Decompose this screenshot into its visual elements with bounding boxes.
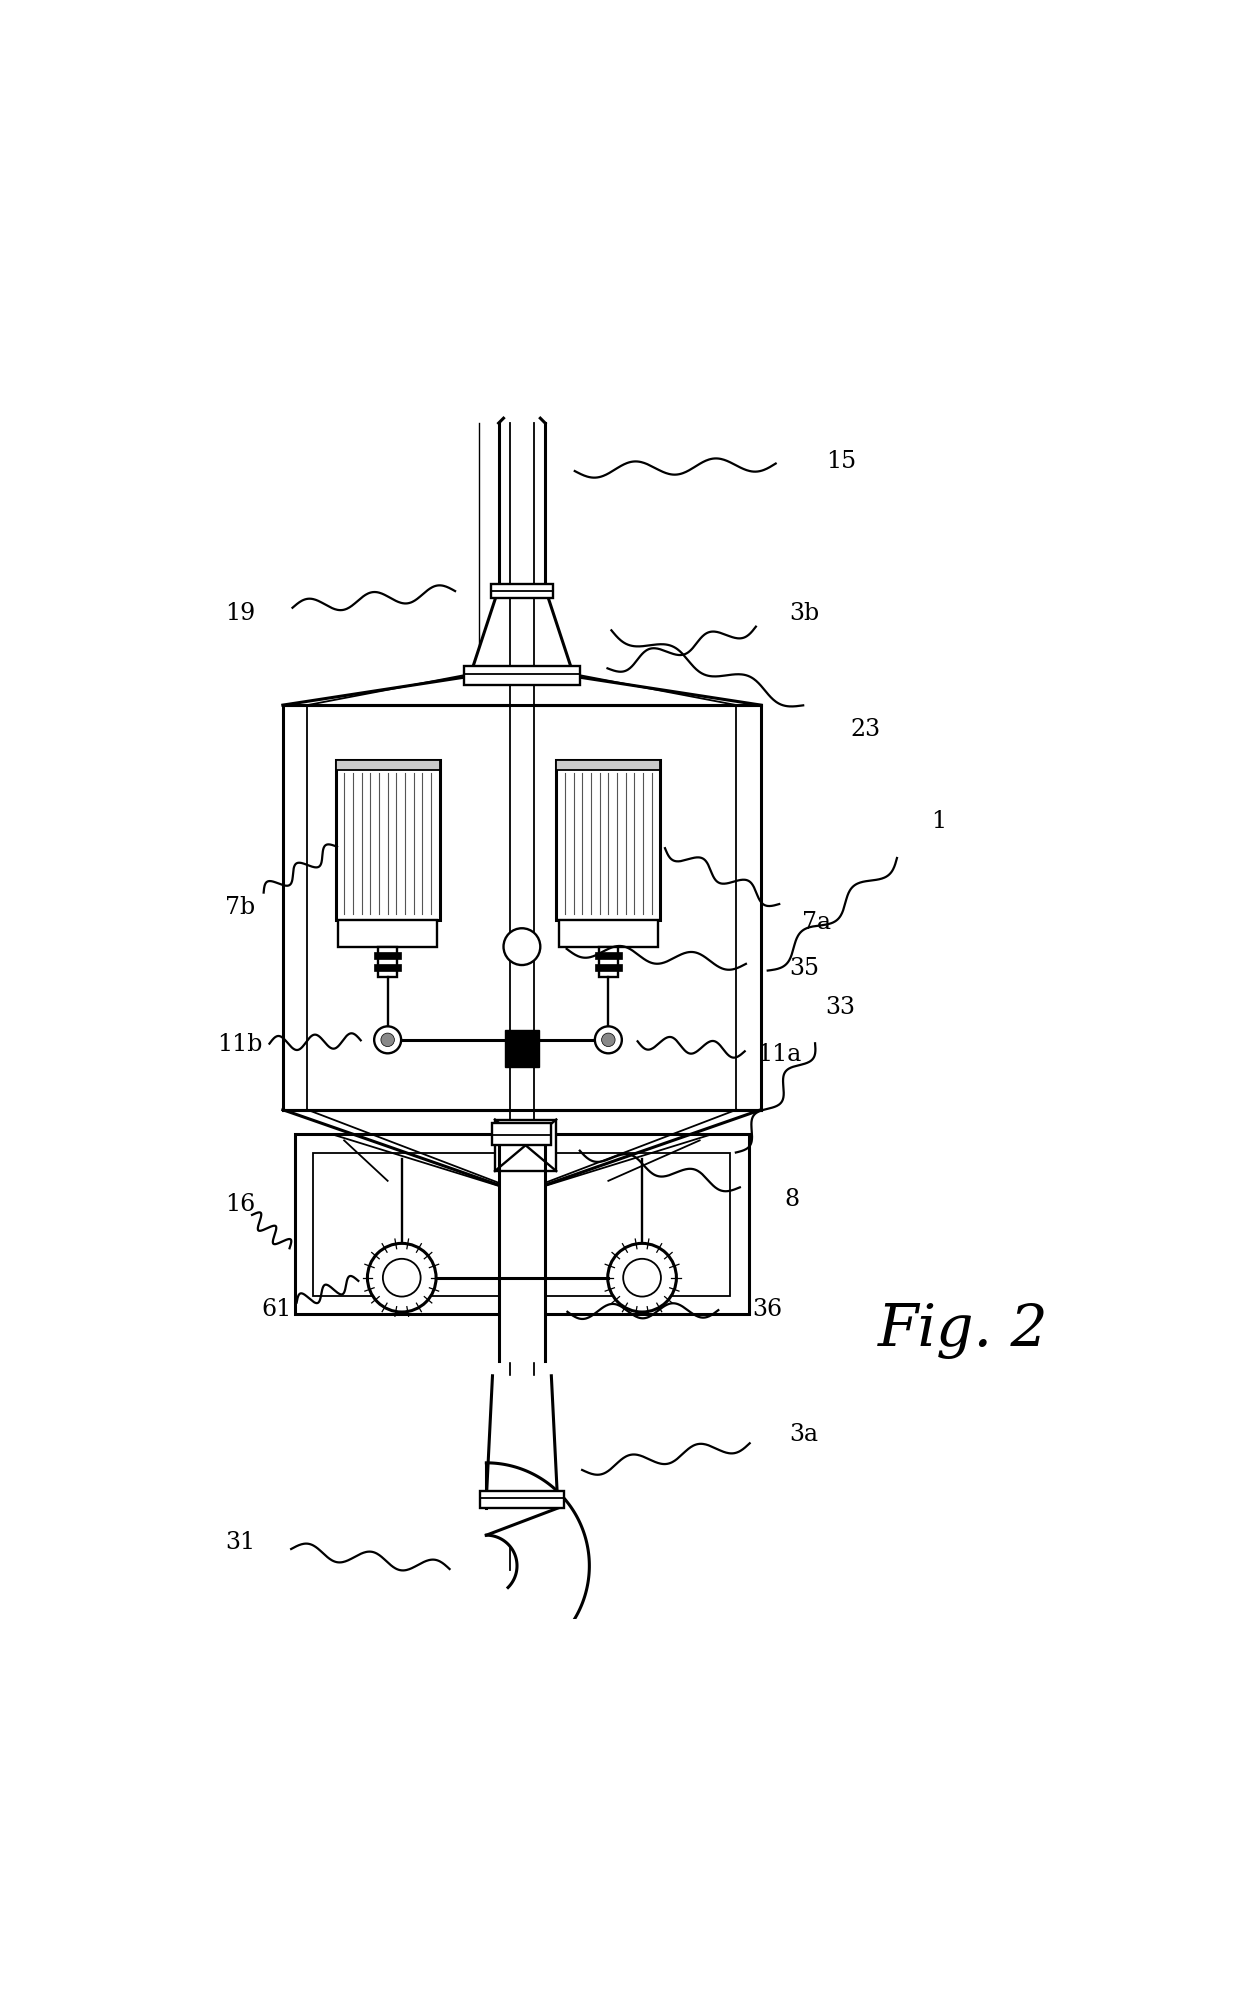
Bar bbox=[336, 760, 440, 919]
Text: 11b: 11b bbox=[217, 1034, 263, 1056]
Bar bbox=[339, 919, 438, 947]
Circle shape bbox=[624, 1259, 661, 1297]
Circle shape bbox=[383, 1259, 420, 1297]
Bar bbox=[595, 951, 621, 959]
Text: 36: 36 bbox=[753, 1297, 782, 1321]
Text: 23: 23 bbox=[851, 718, 880, 742]
Bar bbox=[480, 1490, 564, 1508]
Text: 16: 16 bbox=[224, 1193, 255, 1215]
Circle shape bbox=[595, 1026, 621, 1054]
Circle shape bbox=[367, 1243, 436, 1311]
Polygon shape bbox=[470, 589, 573, 674]
Text: Fig. 2: Fig. 2 bbox=[878, 1303, 1049, 1359]
Bar bbox=[314, 1152, 730, 1295]
Text: 3b: 3b bbox=[789, 601, 818, 625]
Text: 15: 15 bbox=[826, 450, 856, 473]
Text: 11a: 11a bbox=[758, 1044, 801, 1066]
Polygon shape bbox=[486, 1462, 589, 1639]
Text: 3a: 3a bbox=[790, 1424, 818, 1446]
Bar bbox=[595, 963, 621, 971]
Bar bbox=[599, 947, 619, 977]
Text: 7a: 7a bbox=[802, 911, 831, 933]
Circle shape bbox=[601, 1034, 615, 1046]
Bar bbox=[505, 1030, 539, 1066]
Bar bbox=[464, 666, 579, 686]
Text: 33: 33 bbox=[826, 997, 856, 1020]
Circle shape bbox=[503, 929, 541, 965]
Circle shape bbox=[608, 1243, 676, 1311]
Bar bbox=[295, 1134, 749, 1315]
Text: 61: 61 bbox=[262, 1297, 291, 1321]
Text: 31: 31 bbox=[224, 1530, 255, 1555]
Bar bbox=[308, 706, 737, 1110]
Bar bbox=[495, 1120, 557, 1170]
Bar bbox=[378, 947, 398, 977]
Bar bbox=[374, 963, 401, 971]
Text: 7b: 7b bbox=[224, 897, 255, 919]
Text: 8: 8 bbox=[784, 1189, 800, 1211]
Bar bbox=[557, 760, 661, 770]
Circle shape bbox=[374, 1026, 401, 1054]
Bar bbox=[336, 760, 440, 770]
Bar bbox=[283, 706, 761, 1110]
Text: 1: 1 bbox=[931, 810, 946, 833]
Bar bbox=[557, 760, 661, 919]
Circle shape bbox=[381, 1034, 394, 1046]
Text: 19: 19 bbox=[224, 601, 255, 625]
Bar bbox=[491, 583, 553, 599]
Bar bbox=[492, 1124, 552, 1146]
Text: 35: 35 bbox=[789, 957, 818, 979]
Bar bbox=[559, 919, 658, 947]
Bar bbox=[374, 951, 401, 959]
